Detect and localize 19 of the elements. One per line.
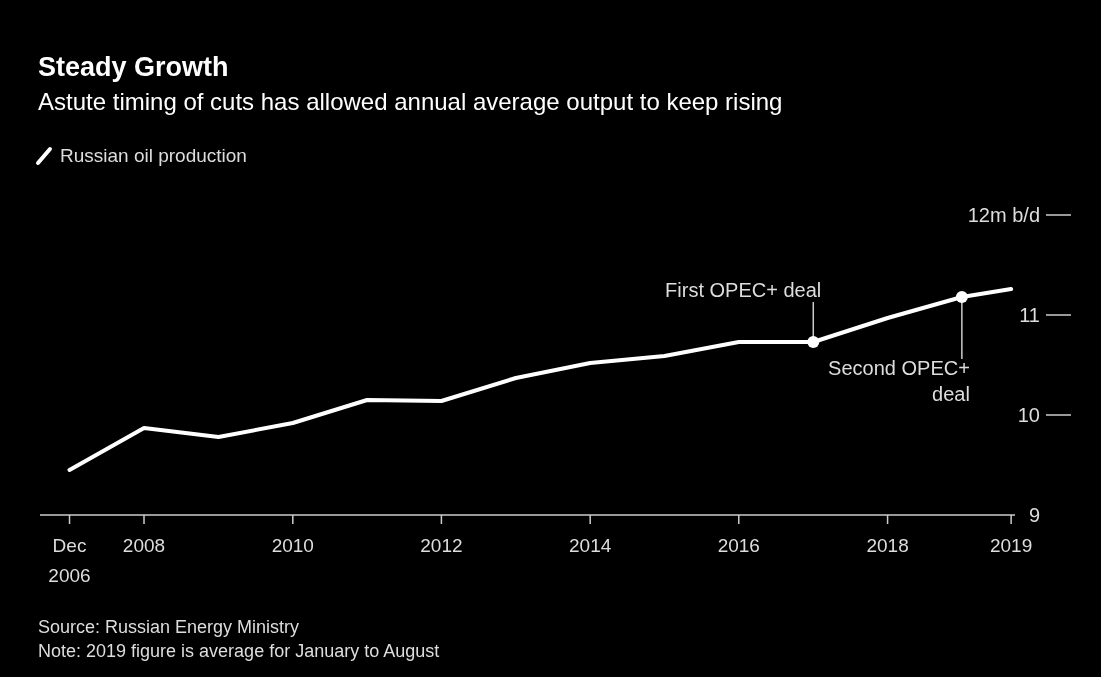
x-tick-label: 2012 xyxy=(420,535,463,556)
annotation: Second OPEC+ deal xyxy=(828,357,970,405)
x-tick-label: 2018 xyxy=(866,535,909,556)
x-tick-label: 2019 xyxy=(989,535,1033,556)
x-tick-label: 2010 xyxy=(271,535,314,556)
y-tick-label: 9 xyxy=(1028,504,1040,526)
x-tick-label: Dec 2006 xyxy=(48,535,91,586)
x-tick-label: 2008 xyxy=(122,535,166,556)
annotation: First OPEC+ deal xyxy=(665,279,822,301)
y-tick-label: 11 xyxy=(1019,304,1040,326)
text: Note: 2019 figure is average for January to August xyxy=(38,641,440,661)
legend-label: Russian oil production xyxy=(60,145,247,166)
chart-subtitle: Astute timing of cuts has allowed annual average output to keep rising xyxy=(38,88,783,115)
source-note: Source: Russian Energy Ministry xyxy=(38,617,300,637)
y-tick-label: 12m b/d xyxy=(967,204,1040,226)
x-tick-label: 2016 xyxy=(717,535,760,556)
y-tick-label: 10 xyxy=(1017,404,1040,426)
chart-title: Steady Growth xyxy=(38,52,229,82)
x-tick-label: 2014 xyxy=(569,535,612,556)
